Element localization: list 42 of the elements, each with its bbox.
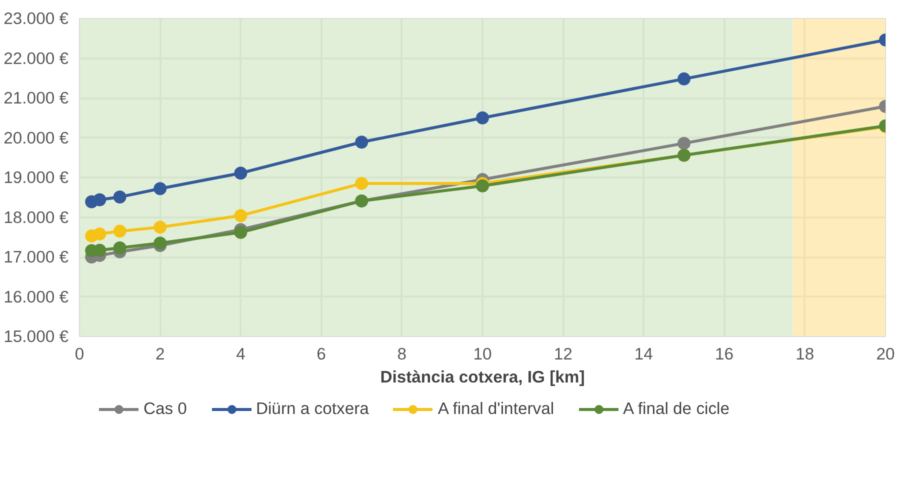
point xyxy=(93,244,106,257)
x-tick-label: 12 xyxy=(554,344,572,364)
point xyxy=(113,190,126,204)
y-tick-label: 20.000 € xyxy=(4,128,70,148)
x-tick-label: 4 xyxy=(236,344,246,364)
x-tick-label: 16 xyxy=(715,344,734,364)
point xyxy=(93,227,106,240)
legend-label: A final d'interval xyxy=(438,399,554,419)
y-tick-label: 18.000 € xyxy=(4,208,70,227)
x-tick-label: 18 xyxy=(796,344,814,364)
point xyxy=(678,136,690,150)
x-axis-title: Distància cotxera, IG [km] xyxy=(380,368,585,386)
y-tick-label: 17.000 € xyxy=(4,248,70,266)
y-tick-label: 19.000 € xyxy=(4,168,70,187)
point xyxy=(93,193,106,206)
y-tick-label: 15.000 € xyxy=(4,327,70,346)
point xyxy=(355,176,368,190)
point xyxy=(234,226,248,239)
x-tick-label: 14 xyxy=(634,344,653,364)
point xyxy=(113,241,126,254)
x-tick-label: 20 xyxy=(876,344,895,364)
legend-label: A final de cicle xyxy=(623,399,730,419)
y-tick-label: 23.000 € xyxy=(4,9,70,28)
x-tick-label: 2 xyxy=(155,344,165,364)
point xyxy=(476,111,489,124)
point xyxy=(678,72,690,86)
y-tick-label: 21.000 € xyxy=(4,88,70,108)
x-tick-label: 8 xyxy=(397,344,407,364)
x-tick-label: 0 xyxy=(74,344,84,364)
legend-label: Cas 0 xyxy=(143,399,187,419)
legend-label: Diürn a cotxera xyxy=(256,399,369,419)
point xyxy=(476,179,489,192)
point xyxy=(234,166,248,180)
point xyxy=(113,224,126,238)
point xyxy=(154,182,167,196)
point xyxy=(355,136,368,149)
x-tick-label: 10 xyxy=(473,344,492,364)
point xyxy=(154,220,167,234)
point xyxy=(234,209,248,222)
y-tick-label: 16.000 € xyxy=(4,287,70,306)
y-tick-label: 22.000 € xyxy=(4,48,70,68)
x-tick-label: 6 xyxy=(316,344,326,364)
